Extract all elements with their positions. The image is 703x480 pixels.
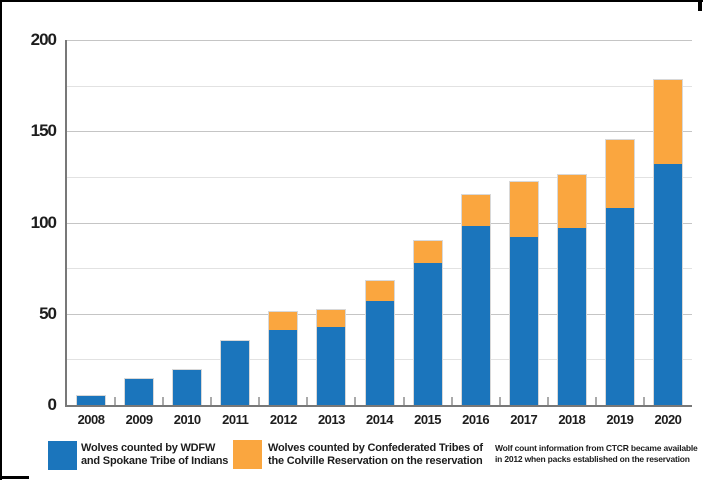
y-axis-label-200: 200 [30, 30, 57, 49]
x-axis-tick [306, 397, 309, 405]
bar-segment-wdfw-2018 [557, 227, 586, 405]
x-axis-label-2019: 2019 [606, 412, 634, 427]
frame-corner-top-right [698, 2, 702, 11]
bar-segment-wdfw-2012 [269, 330, 298, 405]
plot-area [65, 40, 692, 407]
bar-segment-wdfw-2015 [413, 262, 442, 405]
gridline-200 [67, 40, 692, 41]
x-axis-tick [642, 397, 645, 405]
x-axis-tick [498, 397, 501, 405]
bar-segment-wdfw-2019 [605, 207, 634, 405]
bar-segment-wdfw-2011 [221, 341, 250, 405]
bar-2011 [220, 340, 251, 405]
frame-corner-bottom-left [2, 476, 29, 479]
gridline-100 [67, 222, 692, 224]
bar-segment-wdfw-2010 [173, 370, 202, 405]
bar-segment-wdfw-2016 [461, 226, 490, 405]
ctcr-footnote-line2: in 2012 when packs established on the re… [495, 453, 690, 464]
x-axis-tick [162, 397, 165, 405]
ctcr-footnote-line1: Wolf count information from CTCR became … [495, 443, 698, 453]
y-axis-label-50: 50 [39, 303, 57, 323]
bar-segment-ctcr-2018 [557, 175, 586, 228]
x-axis-tick [546, 397, 549, 405]
legend-label-wdfw: Wolves counted by WDFW and Spokane Tribe… [81, 442, 228, 468]
legend-label-wdfw-line1: Wolves counted by WDFW [81, 442, 216, 454]
bar-2014 [364, 279, 395, 405]
x-axis-label-2008: 2008 [77, 412, 105, 427]
x-axis-label-2018: 2018 [558, 412, 586, 427]
bar-segment-ctcr-2016 [461, 195, 490, 227]
x-axis-label-2012: 2012 [269, 412, 297, 427]
bar-segment-ctcr-2012 [269, 311, 298, 331]
x-axis-label-2013: 2013 [317, 412, 345, 427]
x-axis-tick [450, 397, 453, 405]
bar-2018 [556, 174, 587, 405]
bar-segment-wdfw-2008 [77, 395, 106, 405]
legend-label-wdfw-line2: and Spokane Tribe of Indians [81, 455, 229, 467]
bar-segment-wdfw-2020 [653, 164, 682, 405]
bar-segment-wdfw-2014 [365, 300, 394, 405]
x-axis-label-2010: 2010 [173, 412, 201, 427]
x-axis-tick [258, 397, 261, 405]
gridline-125 [67, 176, 692, 178]
bar-segment-ctcr-2019 [605, 140, 634, 208]
x-axis-tick [402, 397, 405, 405]
bar-segment-ctcr-2015 [413, 240, 442, 263]
x-axis-label-2016: 2016 [462, 412, 490, 427]
bar-segment-ctcr-2014 [365, 280, 394, 301]
y-axis-label-150: 150 [30, 121, 57, 141]
x-axis-label-2009: 2009 [125, 412, 153, 427]
ctcr-footnote: Wolf count information from CTCR became … [495, 443, 698, 464]
bar-segment-wdfw-2013 [317, 326, 346, 405]
bar-segment-wdfw-2009 [125, 379, 154, 405]
bar-2019 [604, 139, 635, 405]
bar-2012 [268, 310, 299, 405]
bar-2017 [508, 181, 539, 405]
x-axis-tick [114, 397, 117, 405]
legend-label-ctcr-line1: Wolves counted by Confederated Tribes of [268, 442, 483, 454]
gridline-150 [67, 131, 692, 133]
bar-segment-ctcr-2017 [509, 182, 538, 238]
bar-segment-ctcr-2020 [653, 80, 682, 165]
gridline-175 [67, 85, 692, 87]
x-axis-tick [210, 397, 213, 405]
gridline-75 [67, 268, 692, 270]
bar-segment-wdfw-2017 [509, 237, 538, 405]
bar-segment-ctcr-2013 [317, 310, 346, 327]
bar-2008 [76, 394, 107, 405]
x-axis-tick [354, 397, 357, 405]
legend-label-ctcr-line2: the Colville Reservation on the reservat… [268, 455, 483, 467]
bar-2016 [460, 194, 491, 405]
x-axis-label-2020: 2020 [654, 412, 682, 427]
legend-swatch-ctcr [233, 440, 262, 469]
legend-swatch-wdfw [48, 441, 77, 470]
x-axis-label-2017: 2017 [510, 412, 538, 427]
y-axis-label-100: 100 [30, 212, 57, 232]
bar-2013 [316, 309, 347, 405]
x-axis-label-2014: 2014 [366, 412, 393, 427]
x-axis-label-2011: 2011 [222, 412, 249, 427]
bar-2009 [124, 378, 155, 405]
y-axis-label-0: 0 [47, 395, 57, 414]
bar-2015 [412, 239, 443, 405]
x-axis-tick [594, 397, 597, 405]
x-axis-label-2015: 2015 [414, 412, 442, 427]
bar-2010 [172, 369, 203, 405]
bar-2020 [652, 79, 683, 405]
legend-label-ctcr: Wolves counted by Confederated Tribes of… [268, 442, 483, 468]
